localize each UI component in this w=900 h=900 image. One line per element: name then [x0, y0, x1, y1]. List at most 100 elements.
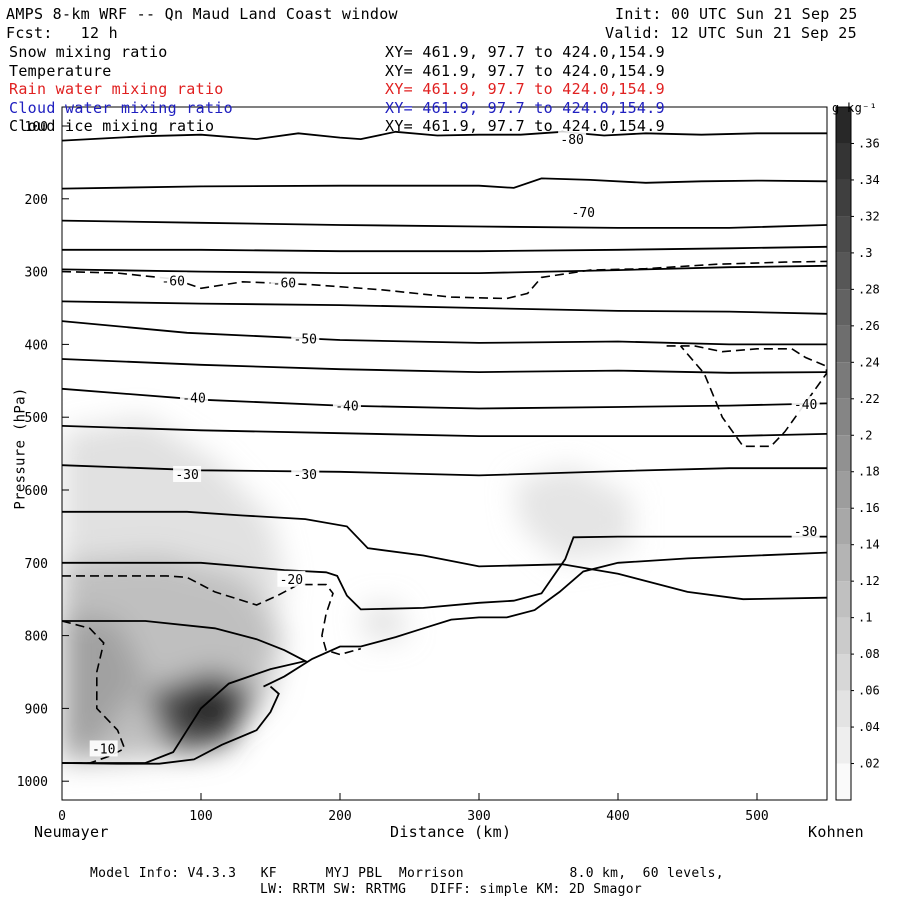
temperature-label: -30	[794, 525, 817, 540]
right-endpoint-label: Kohnen	[808, 823, 864, 841]
isotherm	[62, 510, 827, 601]
label-mask	[558, 131, 587, 148]
isotherm	[62, 320, 827, 346]
isotherm	[62, 535, 827, 611]
colorbar-label: .3	[858, 246, 872, 260]
colorbar-label: .14	[858, 538, 880, 552]
colorbar-label: .04	[858, 720, 880, 734]
field-name: Snow mixing ratio	[9, 43, 168, 61]
colorbar-label: .18	[858, 465, 880, 479]
colorbar-swatch	[836, 398, 851, 436]
field-name: Cloud ice mixing ratio	[9, 117, 215, 135]
colorbar-label: .32	[858, 209, 880, 223]
isotherm	[62, 245, 827, 253]
x-tick-label: 200	[328, 809, 351, 824]
colorbar-label: .24	[858, 355, 880, 369]
colorbar-swatch	[836, 544, 851, 582]
snow-mixing-ratio-shading	[62, 417, 632, 763]
label-mask	[270, 274, 299, 291]
x-tick-label: 0	[58, 809, 66, 824]
colorbar-swatch	[836, 289, 851, 326]
chart-title: AMPS 8-km WRF -- Qn Maud Land Coast wind…	[6, 5, 398, 23]
y-tick-label: 100	[25, 120, 48, 135]
colorbar-label: .36	[858, 136, 880, 150]
temperature-label: -30	[294, 468, 317, 483]
isotherm	[62, 130, 827, 142]
colorbar-swatch	[836, 179, 851, 217]
left-endpoint-label: Neumayer	[34, 823, 109, 841]
contour-labels: -80 -70 -60 -60 -50 -40 -40 -40 -30 -30 -30 -20 -10	[89, 131, 820, 757]
y-tick-label: 900	[25, 702, 48, 717]
field-name: Rain water mixing ratio	[9, 80, 224, 98]
colorbar-swatch	[836, 727, 851, 764]
temperature-label: -70	[572, 206, 595, 221]
colorbar-swatch	[836, 617, 851, 655]
x-tick-label: 100	[189, 809, 212, 824]
isotherm	[263, 551, 827, 688]
y-tick-label: 1000	[17, 775, 48, 790]
colorbar-swatch	[836, 362, 851, 399]
field-section-coords: XY= 461.9, 97.7 to 424.0,154.9	[385, 61, 665, 80]
temperature-label: -60	[273, 277, 296, 292]
x-tick-label: 400	[606, 809, 629, 824]
isotherm	[62, 177, 827, 190]
snow-shade-region	[180, 686, 236, 734]
field-section-coords: XY= 461.9, 97.7 to 424.0,154.9	[385, 43, 665, 61]
colorbar-swatch	[836, 107, 851, 144]
model-info-line2: LW: RRTM SW: RRTMG DIFF: simple KM: 2D S…	[260, 882, 642, 897]
label-mask	[159, 272, 188, 289]
field-name: Temperature	[9, 61, 112, 80]
label-mask	[291, 465, 320, 482]
colorbar-label: .08	[858, 647, 880, 661]
colorbar-swatch	[836, 763, 851, 800]
temperature-label: -80	[560, 133, 583, 148]
plot-frame	[61, 106, 828, 801]
colorbar-unit: g kg⁻¹	[832, 101, 878, 115]
field-section-coords: XY= 461.9, 97.7 to 424.0,154.9	[385, 117, 665, 135]
temperature-label: -40	[182, 392, 205, 407]
y-axis-label: Pressure (hPa)	[12, 387, 29, 510]
isotherm	[62, 685, 280, 765]
label-mask	[180, 389, 209, 406]
colorbar-label: .1	[858, 611, 872, 625]
colorbar-label: .2	[858, 428, 872, 442]
label-mask	[173, 465, 202, 482]
snow-shade-region	[360, 602, 410, 643]
init-time: Init: 00 UTC Sun 21 Sep 25	[615, 5, 858, 23]
isotherm	[62, 264, 827, 274]
colorbar-swatch	[836, 690, 851, 728]
y-tick-label: 400	[25, 338, 48, 353]
label-mask	[277, 570, 306, 587]
colorbar-swatch	[836, 216, 851, 253]
forecast-hour: Fcst: 12 h	[6, 24, 118, 42]
label-mask	[291, 330, 320, 347]
colorbar-label: .12	[858, 574, 880, 588]
isotherm	[62, 620, 308, 764]
x-tick-label: 300	[467, 809, 490, 824]
model-info-line1: Model Info: V4.3.3 KF MYJ PBL Morrison 8…	[90, 866, 724, 881]
snow-shade-region	[62, 613, 146, 753]
isotherm	[62, 358, 827, 374]
y-tick-label: 600	[25, 484, 48, 499]
temperature-label: -40	[335, 400, 358, 415]
colorbar-swatch	[836, 252, 851, 290]
temperature-label: -50	[294, 333, 317, 348]
colorbar-swatch	[836, 325, 851, 363]
isotherm	[62, 219, 827, 229]
isotherm	[62, 425, 827, 437]
snow-shade-region	[513, 464, 632, 563]
temperature-label: -30	[175, 468, 198, 483]
colorbar-swatch	[836, 143, 851, 180]
dashed-contour	[62, 620, 126, 764]
temperature-label: -40	[794, 398, 817, 413]
colorbar-label: .16	[858, 501, 880, 515]
temperature-label: -10	[92, 742, 115, 757]
temperature-contours	[62, 130, 827, 765]
label-mask	[569, 203, 598, 220]
colorbar-label: .28	[858, 282, 880, 296]
colorbar-swatch	[836, 435, 851, 472]
y-tick-label: 300	[25, 266, 48, 281]
colorbar-label: .06	[858, 684, 880, 698]
colorbar: .02 .04 .06 .08 .1 .12 .14 .16 .18 .2 .22 .24 .26 .28…	[835, 106, 880, 801]
